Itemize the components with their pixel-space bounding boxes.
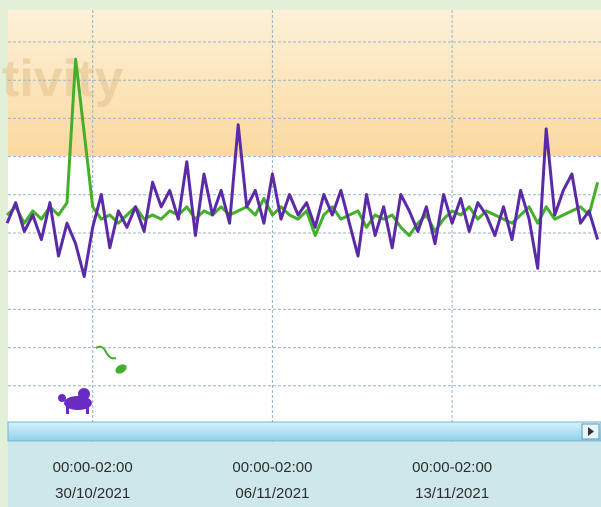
series-line xyxy=(5,123,600,278)
x-tick-label: 06/11/2021 xyxy=(235,485,309,502)
x-tick-label: 00:00-02:00 xyxy=(53,459,133,476)
x-tick-label: 30/10/2021 xyxy=(55,485,130,502)
series xyxy=(5,57,600,278)
x-tick-label: 00:00-02:00 xyxy=(412,459,492,476)
scrollbar[interactable] xyxy=(7,421,601,442)
x-tick-label: 00:00-02:00 xyxy=(232,459,312,476)
cow-icon xyxy=(58,388,92,414)
watermark: tivity xyxy=(2,50,123,108)
activity-band xyxy=(8,10,601,156)
h-grid xyxy=(8,41,601,387)
arrow-icon xyxy=(588,427,594,436)
x-axis: 00:00-02:00 30/10/2021 00:00-02:00 06/11/20… xyxy=(53,459,492,502)
x-tick-label: 13/11/2021 xyxy=(415,485,489,502)
heat-icon xyxy=(95,345,127,374)
axis-area xyxy=(8,442,601,507)
